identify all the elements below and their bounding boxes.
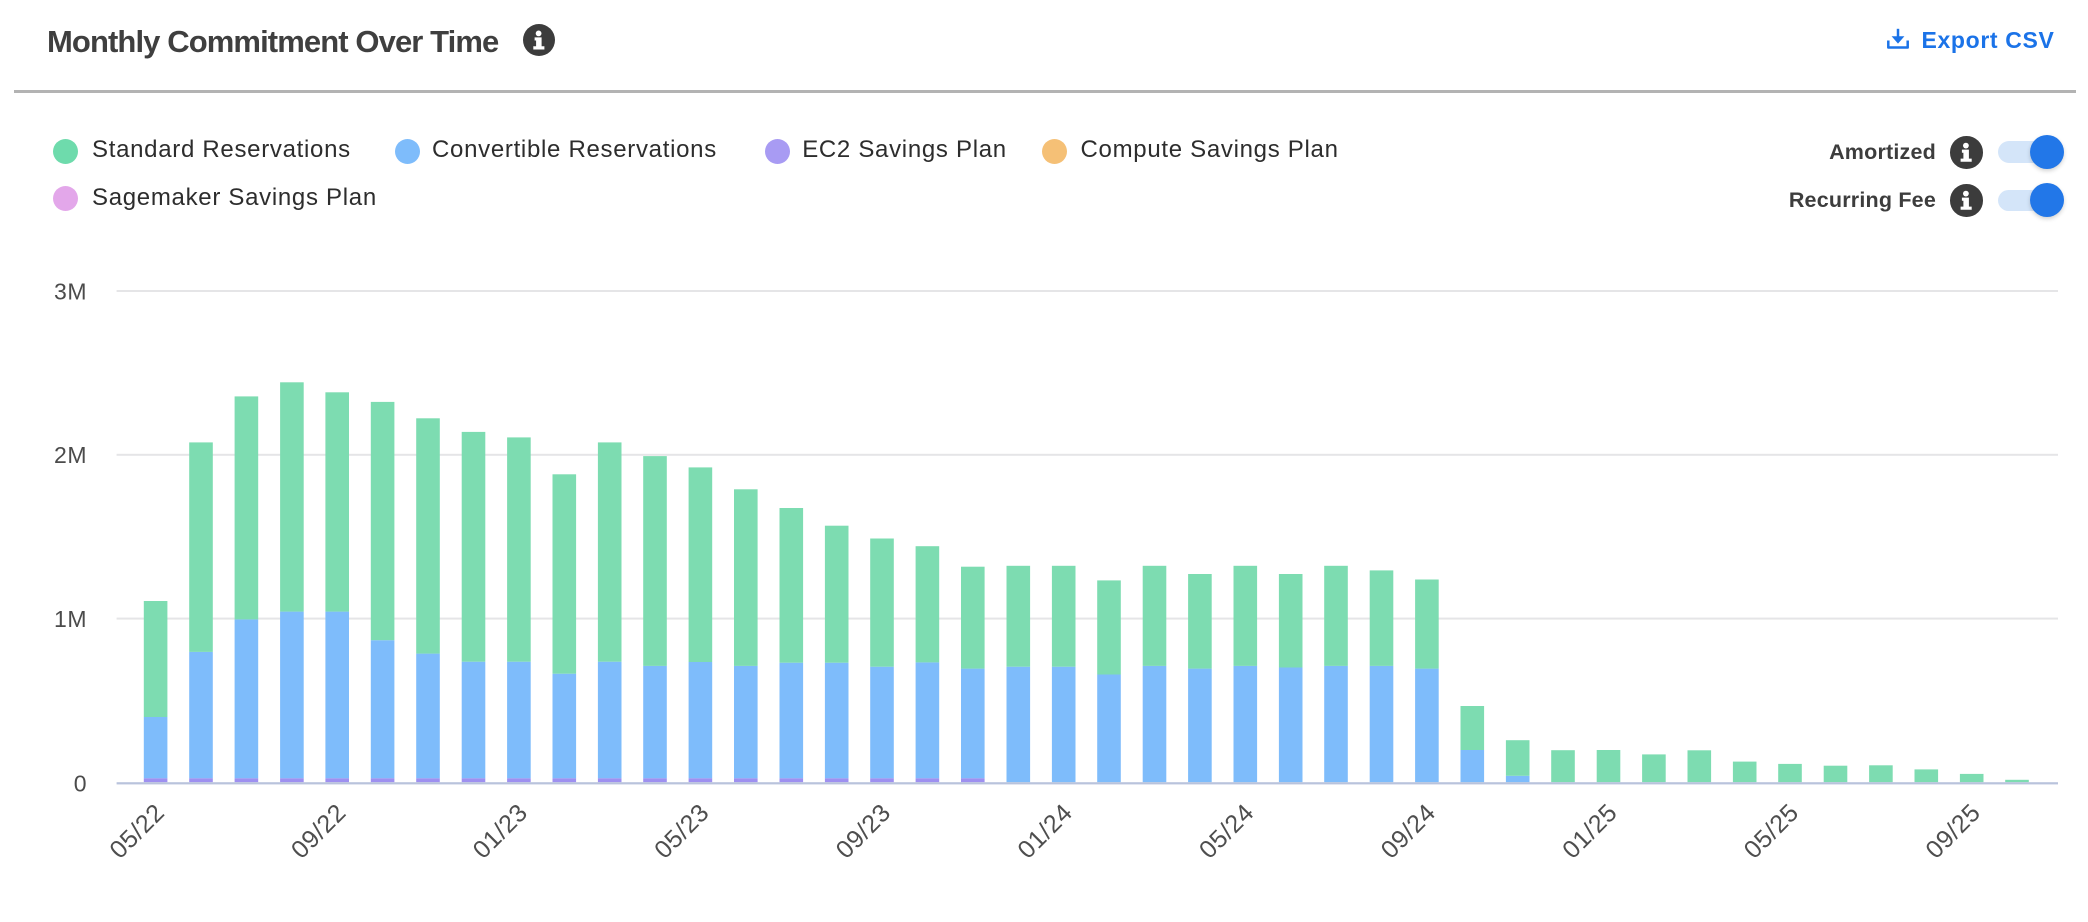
svg-text:05/25: 05/25 [1739,798,1805,864]
svg-text:09/24: 09/24 [1376,798,1442,864]
svg-text:09/25: 09/25 [1920,798,1986,864]
svg-text:09/23: 09/23 [831,798,897,864]
svg-text:2M: 2M [54,442,87,468]
svg-text:05/23: 05/23 [649,798,715,864]
svg-text:3M: 3M [54,278,87,304]
svg-text:1M: 1M [54,606,87,632]
svg-text:0: 0 [74,771,87,797]
svg-text:05/22: 05/22 [104,798,170,864]
svg-text:01/24: 01/24 [1012,798,1078,864]
svg-text:09/22: 09/22 [286,798,352,864]
svg-text:01/25: 01/25 [1557,798,1623,864]
svg-text:01/23: 01/23 [468,798,534,864]
svg-text:05/24: 05/24 [1194,798,1260,864]
